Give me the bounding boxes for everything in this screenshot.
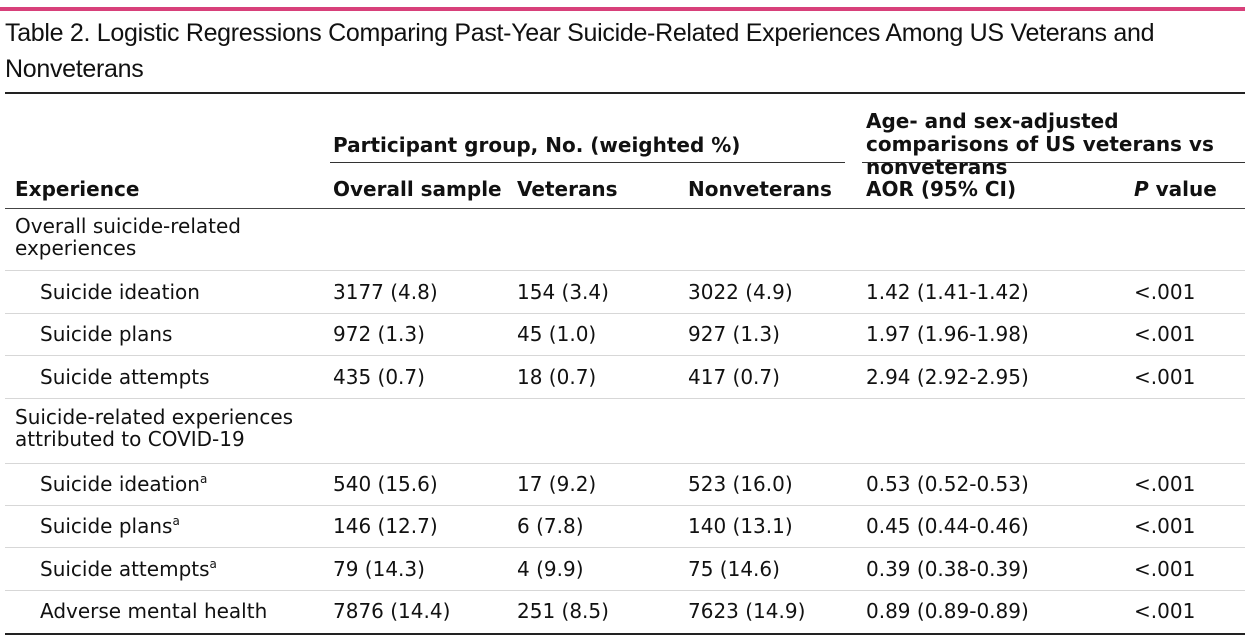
row-experience: Suicide attemptsa <box>40 558 217 580</box>
cell-aor: 1.97 (1.96-1.98) <box>866 322 1029 346</box>
table-title: Table 2. Logistic Regressions Comparing … <box>5 19 1155 83</box>
cell-veterans: 4 (9.9) <box>517 557 584 581</box>
cell-p-value: <.001 <box>1134 322 1196 346</box>
experience-label: Suicide ideation <box>40 472 200 496</box>
p-italic: P <box>1134 177 1149 201</box>
cell-overall: 146 (12.7) <box>333 514 438 538</box>
table-top-rule <box>5 92 1245 94</box>
comparison-group-header: Age- and sex-adjusted comparisons of US … <box>866 109 1214 179</box>
cell-veterans: 154 (3.4) <box>517 280 609 304</box>
header-bottom-rule <box>5 208 1245 209</box>
row-experience: Suicide ideationa <box>40 473 207 495</box>
participant-group-header: Participant group, No. (weighted %) <box>333 133 741 157</box>
experience-label: Suicide plans <box>40 322 173 346</box>
row-divider <box>5 270 1245 271</box>
cell-overall: 435 (0.7) <box>333 365 425 389</box>
footnote-marker: a <box>199 472 208 486</box>
col-header-aor: AOR (95% CI) <box>866 177 1017 201</box>
cell-overall: 972 (1.3) <box>333 322 425 346</box>
row-divider <box>5 505 1245 506</box>
cell-aor: 0.89 (0.89-0.89) <box>866 599 1029 623</box>
row-divider <box>5 398 1245 399</box>
cell-veterans: 45 (1.0) <box>517 322 597 346</box>
cell-aor: 0.45 (0.44-0.46) <box>866 514 1029 538</box>
cell-overall: 79 (14.3) <box>333 557 425 581</box>
cell-veterans: 251 (8.5) <box>517 599 609 623</box>
col-header-overall: Overall sample <box>333 177 502 201</box>
cell-nonveterans: 927 (1.3) <box>688 322 780 346</box>
cell-aor: 1.42 (1.41-1.42) <box>866 280 1029 304</box>
comparison-group-rule <box>862 162 1245 163</box>
row-experience: Suicide attempts <box>40 366 210 388</box>
row-experience: Suicide ideation <box>40 281 200 303</box>
cell-aor: 0.39 (0.38-0.39) <box>866 557 1029 581</box>
cell-aor: 0.53 (0.52-0.53) <box>866 472 1029 496</box>
row-experience: Adverse mental health <box>40 600 267 622</box>
cell-nonveterans: 75 (14.6) <box>688 557 780 581</box>
cell-nonveterans: 140 (13.1) <box>688 514 793 538</box>
col-header-p-value: P value <box>1134 178 1217 200</box>
row-experience: Suicide plans <box>40 323 172 345</box>
footnote-marker: a <box>209 557 217 571</box>
section-label: Suicide-related experiences attributed t… <box>15 405 294 451</box>
experience-label: Suicide plans <box>40 514 173 538</box>
experience-label: Adverse mental health <box>40 599 268 623</box>
cell-veterans: 18 (0.7) <box>517 365 597 389</box>
experience-label: Suicide ideation <box>40 280 200 304</box>
cell-nonveterans: 7623 (14.9) <box>688 599 806 623</box>
participant-group-rule <box>330 162 845 163</box>
cell-overall: 540 (15.6) <box>333 472 438 496</box>
cell-p-value: <.001 <box>1134 557 1196 581</box>
cell-nonveterans: 417 (0.7) <box>688 365 780 389</box>
cell-p-value: <.001 <box>1134 280 1196 304</box>
experience-label: Suicide attempts <box>40 557 210 581</box>
cell-aor: 2.94 (2.92-2.95) <box>866 365 1029 389</box>
row-divider <box>5 547 1245 548</box>
cell-p-value: <.001 <box>1134 599 1196 623</box>
accent-bar <box>0 7 1245 11</box>
cell-p-value: <.001 <box>1134 514 1196 538</box>
section-label: Overall suicide-related experiences <box>15 214 241 260</box>
cell-nonveterans: 523 (16.0) <box>688 472 793 496</box>
col-header-nonveterans: Nonveterans <box>688 177 832 201</box>
table-bottom-rule <box>5 633 1245 635</box>
row-divider <box>5 590 1245 591</box>
col-header-veterans: Veterans <box>517 177 618 201</box>
cell-nonveterans: 3022 (4.9) <box>688 280 793 304</box>
cell-p-value: <.001 <box>1134 472 1196 496</box>
row-divider <box>5 463 1245 464</box>
p-value-suffix: value <box>1148 177 1217 201</box>
row-divider <box>5 313 1245 314</box>
cell-overall: 7876 (14.4) <box>333 599 451 623</box>
row-divider <box>5 355 1245 356</box>
footnote-marker: a <box>172 514 180 528</box>
col-header-experience: Experience <box>15 177 140 201</box>
row-experience: Suicide plansa <box>40 515 180 537</box>
cell-overall: 3177 (4.8) <box>333 280 438 304</box>
cell-veterans: 17 (9.2) <box>517 472 597 496</box>
cell-veterans: 6 (7.8) <box>517 514 584 538</box>
experience-label: Suicide attempts <box>40 365 210 389</box>
cell-p-value: <.001 <box>1134 365 1196 389</box>
